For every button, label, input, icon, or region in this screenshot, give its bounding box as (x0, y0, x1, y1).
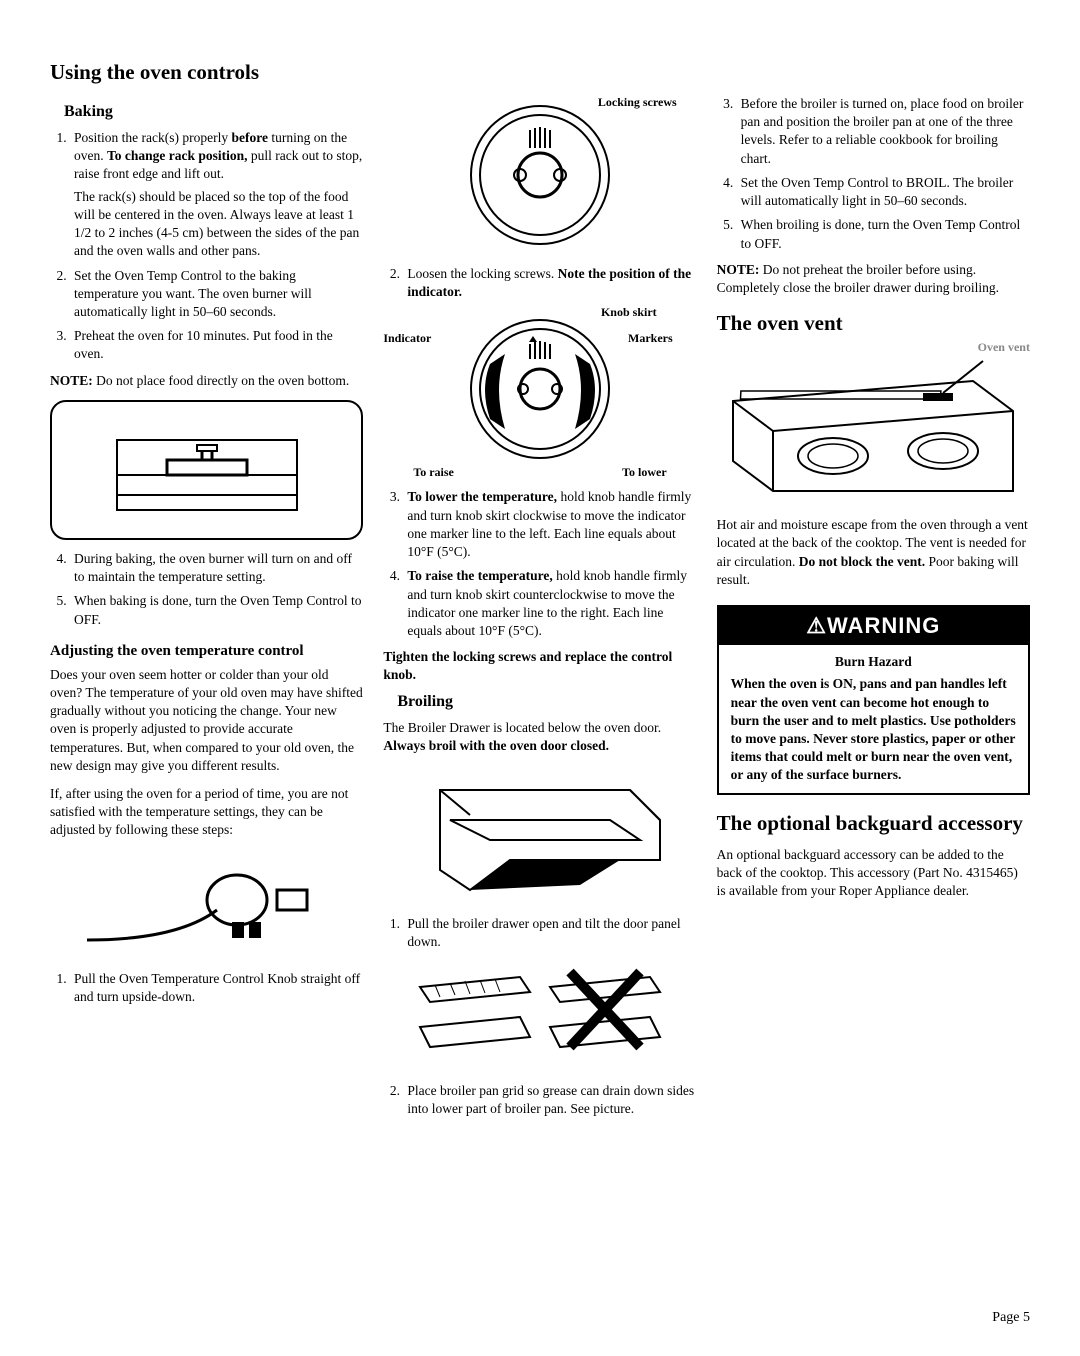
bake-step-5: When baking is done, turn the Oven Temp … (70, 592, 363, 628)
adjust-p2: If, after using the oven for a period of… (50, 785, 363, 840)
knob-skirt-label: Knob skirt (601, 305, 657, 320)
adjust-steps: Pull the Oven Temperature Control Knob s… (50, 970, 363, 1006)
vent-figure: Oven vent (717, 346, 1030, 506)
indicator-label: Indicator (383, 331, 431, 346)
column-3: Before the broiler is turned on, place f… (717, 95, 1030, 1126)
to-raise-label: To raise (413, 465, 454, 480)
knob-pull-figure (50, 850, 363, 960)
tighten-instruction: Tighten the locking screws and replace t… (383, 648, 696, 684)
adjust-steps-2: Loosen the locking screws. Note the posi… (383, 265, 696, 301)
broil-step-5: When broiling is done, turn the Oven Tem… (737, 216, 1030, 252)
page-number: Page 5 (992, 1310, 1030, 1326)
vent-text: Hot air and moisture escape from the ove… (717, 516, 1030, 589)
page-title: Using the oven controls (50, 60, 1030, 85)
warning-hazard: Burn Hazard (731, 653, 1016, 671)
backguard-heading: The optional backguard accessory (717, 811, 1030, 836)
warning-body-text: When the oven is ON, pans and pan handle… (731, 675, 1016, 784)
broiling-heading: Broiling (397, 693, 696, 711)
broil-steps-2: Place broiler pan grid so grease can dra… (383, 1082, 696, 1118)
dial-figure-2: Knob skirt Markers Indicator (383, 309, 696, 480)
to-lower-label: To lower (622, 465, 667, 480)
adjust-heading: Adjusting the oven temperature control (50, 643, 363, 660)
baking-heading: Baking (64, 103, 363, 121)
bake-step-1-sub: The rack(s) should be placed so the top … (74, 188, 363, 261)
broil-step-3: Before the broiler is turned on, place f… (737, 95, 1030, 168)
locking-screws-label: Locking screws (598, 95, 677, 110)
adjust-step-3: To lower the temperature, hold knob hand… (403, 488, 696, 561)
broil-step-1: Pull the broiler drawer open and tilt th… (403, 915, 696, 951)
column-1: Baking Position the rack(s) properly bef… (50, 95, 363, 1126)
bake-note: NOTE: Do not place food directly on the … (50, 372, 363, 390)
broiler-pan-figure (383, 962, 696, 1072)
vent-heading: The oven vent (717, 311, 1030, 336)
backguard-text: An optional backguard accessory can be a… (717, 846, 1030, 901)
bake-step-2: Set the Oven Temp Control to the baking … (70, 267, 363, 322)
broil-steps: Pull the broiler drawer open and tilt th… (383, 915, 696, 951)
markers-label: Markers (628, 331, 673, 346)
adjust-steps-3: To lower the temperature, hold knob hand… (383, 488, 696, 640)
broiler-drawer-figure (383, 765, 696, 905)
bake-step-4: During baking, the oven burner will turn… (70, 550, 363, 586)
broil-steps-3: Before the broiler is turned on, place f… (717, 95, 1030, 253)
adjust-p1: Does your oven seem hotter or colder tha… (50, 666, 363, 775)
adjust-step-1: Pull the Oven Temperature Control Knob s… (70, 970, 363, 1006)
content-columns: Baking Position the rack(s) properly bef… (50, 95, 1030, 1126)
vent-label: Oven vent (978, 340, 1030, 355)
baking-steps: Position the rack(s) properly before tur… (50, 129, 363, 364)
broil-step-4: Set the Oven Temp Control to BROIL. The … (737, 174, 1030, 210)
bake-step-1: Position the rack(s) properly before tur… (70, 129, 363, 261)
broil-step-2: Place broiler pan grid so grease can dra… (403, 1082, 696, 1118)
broil-intro: The Broiler Drawer is located below the … (383, 719, 696, 755)
baking-steps-cont: During baking, the oven burner will turn… (50, 550, 363, 629)
warning-header: ⚠WARNING (719, 607, 1028, 645)
broil-note: NOTE: Do not preheat the broiler before … (717, 261, 1030, 297)
bake-step-3: Preheat the oven for 10 minutes. Put foo… (70, 327, 363, 363)
oven-rack-figure (50, 400, 363, 540)
adjust-step-2: Loosen the locking screws. Note the posi… (403, 265, 696, 301)
column-2: Locking screws Loosen the locking screws… (383, 95, 696, 1126)
warning-box: ⚠WARNING Burn Hazard When the oven is ON… (717, 605, 1030, 795)
dial-figure-1: Locking screws (383, 95, 696, 265)
adjust-step-4: To raise the temperature, hold knob hand… (403, 567, 696, 640)
